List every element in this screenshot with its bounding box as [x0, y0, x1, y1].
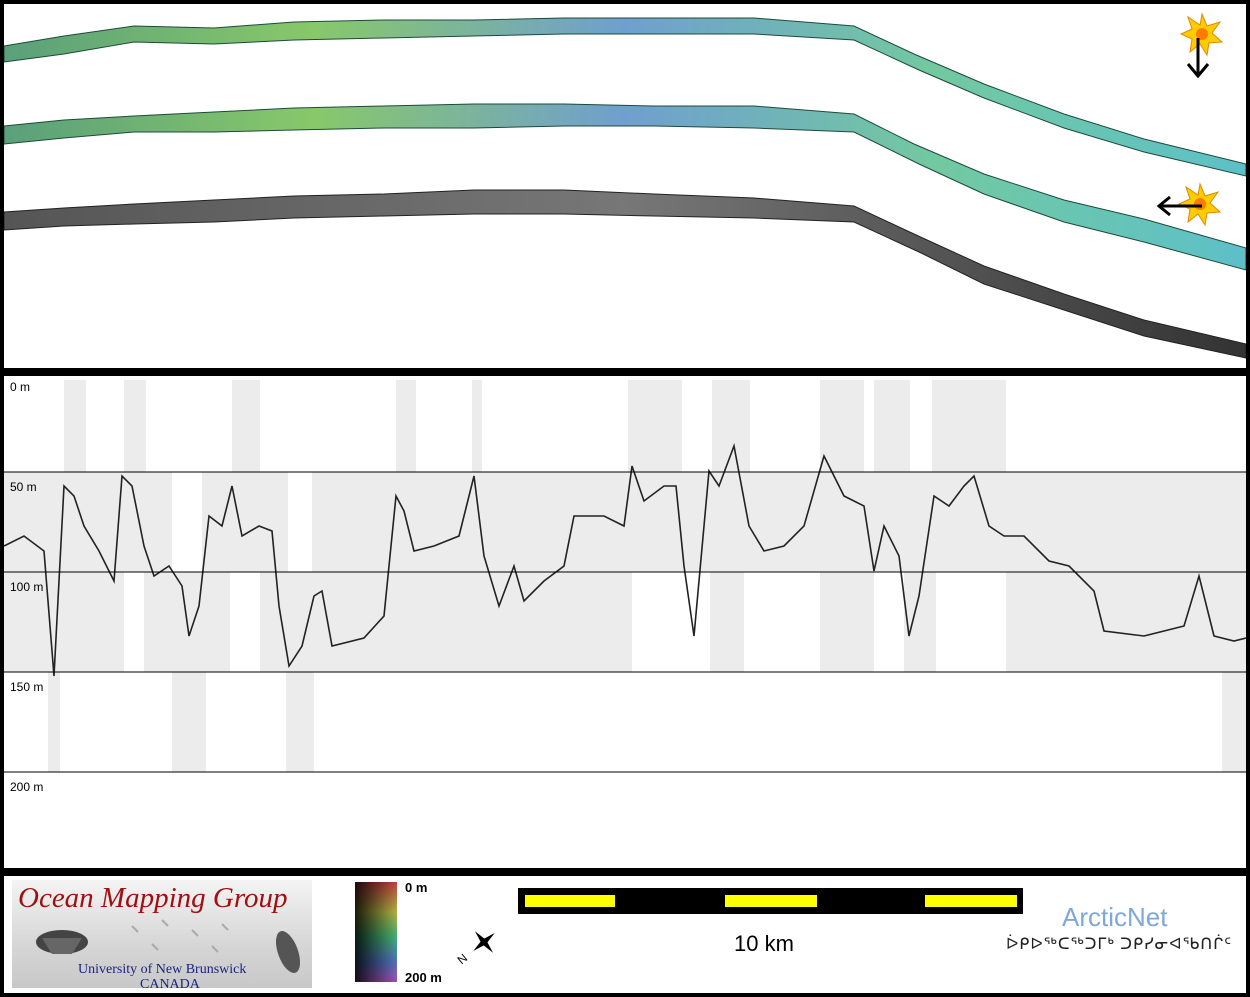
- seabed-trace: [4, 443, 1246, 677]
- arrow-down-icon: [1186, 38, 1210, 79]
- scale-segment: [525, 895, 615, 907]
- arcticnet-inuktitut: ᐆᑭᐅᖅᑕᖅᑐᒥᒃ ᑐᑭᓯᓂᐊᖃᑎᒌᑦ: [1006, 936, 1233, 953]
- arcticnet-name: ArcticNet: [1062, 902, 1168, 932]
- backscatter-strip: [4, 189, 1246, 359]
- depth-label-100: 100 m: [10, 580, 44, 594]
- arrow-left-icon: [1156, 195, 1202, 217]
- scale-segment: [725, 895, 817, 907]
- swath-panel: [4, 4, 1246, 368]
- logo-artwork: [36, 919, 301, 973]
- scale-label: 10 km: [734, 931, 794, 956]
- colorbar-bottom-label: 200 m: [405, 970, 442, 985]
- depth-label-0: 0 m: [10, 380, 31, 394]
- ocean-mapping-logo: Ocean Mapping Group University of New Br…: [12, 880, 312, 992]
- colorbar-top-label: 0 m: [405, 880, 428, 895]
- depth-label-50: 50 m: [10, 480, 37, 494]
- profile-svg: [4, 380, 1246, 773]
- swath-svg: [4, 12, 1246, 359]
- swath-strip-middle: [4, 103, 1246, 271]
- profile-data-blocks: [4, 380, 1246, 772]
- north-arrow-icon: N: [455, 926, 502, 975]
- profile-panel: 0 m 50 m 100 m 150 m 200 m: [4, 376, 1246, 868]
- scale-bar: [518, 888, 1023, 914]
- scale-segment: [925, 895, 1017, 907]
- profile-gaps: [124, 472, 1006, 672]
- depth-colorbar: [355, 882, 397, 982]
- sun-icon: [1179, 12, 1224, 57]
- logo-university: University of New Brunswick: [78, 962, 247, 977]
- logo-country: CANADA: [140, 977, 200, 992]
- logo-title: Ocean Mapping Group: [18, 882, 288, 914]
- legend-panel: Ocean Mapping Group University of New Br…: [4, 876, 1246, 993]
- swath-strip-top: [4, 17, 1246, 177]
- depth-label-150: 150 m: [10, 680, 44, 694]
- depth-label-200: 200 m: [10, 780, 44, 794]
